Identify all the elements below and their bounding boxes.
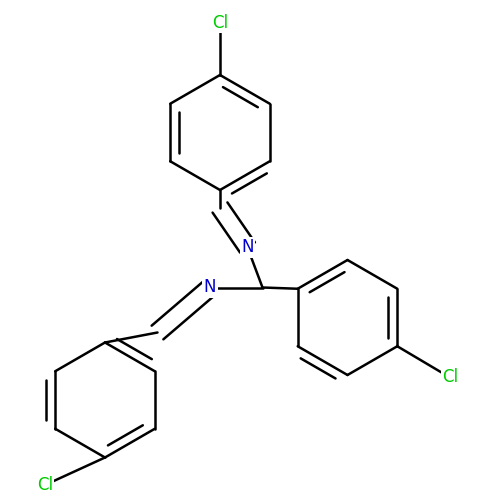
Text: Cl: Cl	[37, 476, 53, 494]
Text: Cl: Cl	[212, 14, 228, 32]
Text: N: N	[241, 238, 254, 256]
Text: N: N	[204, 278, 216, 296]
Text: Cl: Cl	[442, 368, 458, 386]
